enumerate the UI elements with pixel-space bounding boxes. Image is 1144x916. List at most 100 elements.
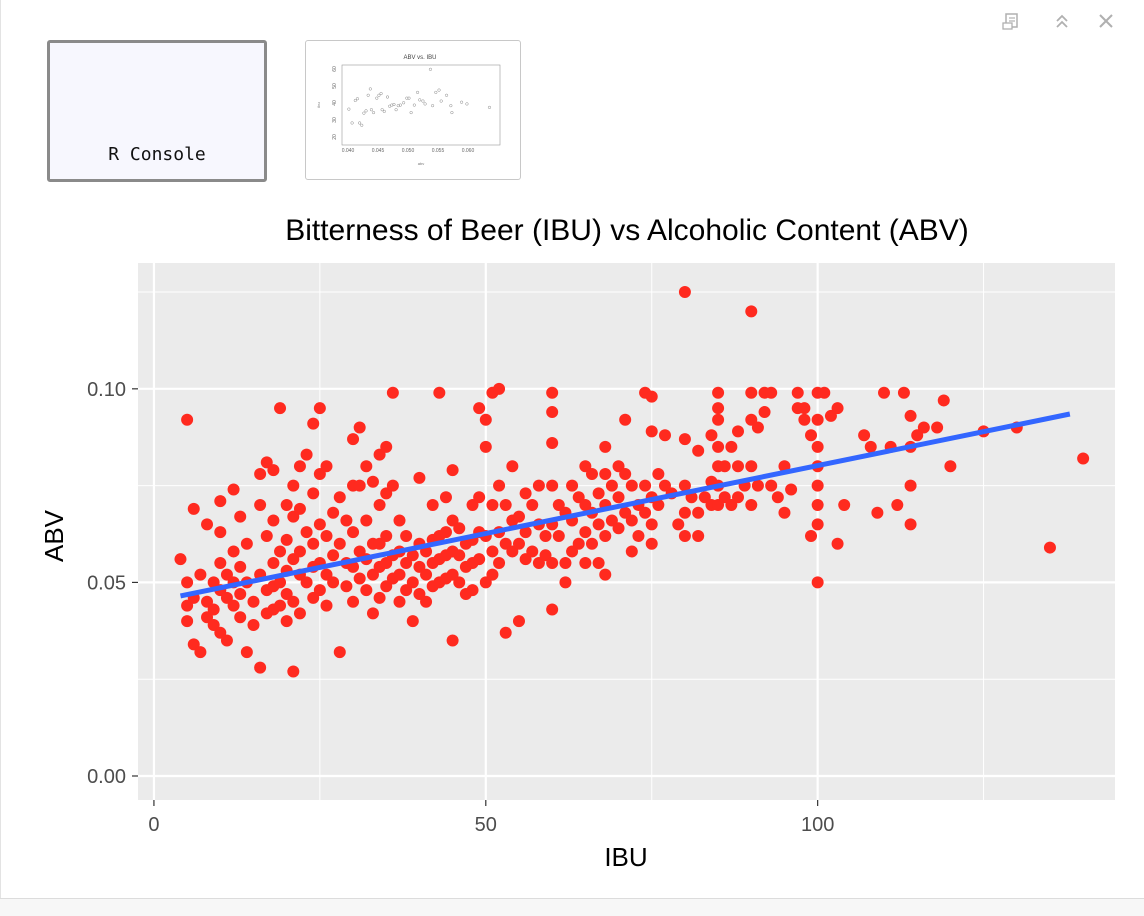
- data-point: [453, 576, 466, 589]
- data-point: [566, 479, 579, 492]
- data-point: [313, 584, 326, 597]
- data-point: [293, 502, 306, 515]
- data-point: [220, 634, 233, 647]
- pane-bottom-border: [0, 898, 1144, 899]
- r-console-thumbnail[interactable]: R Console: [47, 40, 267, 182]
- r-console-label: R Console: [108, 144, 206, 165]
- thumbnail-x-tick: 0.045: [372, 148, 385, 154]
- data-point: [645, 425, 658, 438]
- data-point: [347, 526, 360, 539]
- data-point: [539, 529, 552, 542]
- data-point: [678, 506, 691, 519]
- data-point: [360, 460, 373, 473]
- abv-vs-ibu-thumbnail[interactable]: ABV vs. IBU 0.040 0.045 0.050 0.055 0.060 20…: [305, 40, 521, 180]
- data-point: [280, 615, 293, 628]
- axis-ticks: [132, 388, 819, 806]
- y-axis-label: ABV: [39, 509, 69, 562]
- data-point: [619, 413, 632, 426]
- data-point: [433, 386, 446, 399]
- data-point: [320, 599, 333, 612]
- data-point: [712, 386, 725, 399]
- data-point: [519, 526, 532, 539]
- data-point: [904, 409, 917, 422]
- save-image-icon[interactable]: [1001, 10, 1023, 32]
- data-point: [386, 479, 399, 492]
- data-point: [798, 413, 811, 426]
- data-point: [287, 665, 300, 678]
- data-point: [771, 491, 784, 504]
- data-point: [406, 576, 419, 589]
- data-point: [599, 468, 612, 481]
- data-point: [546, 603, 559, 616]
- x-tick-label: 0: [148, 814, 159, 836]
- thumbnail-point: [368, 87, 372, 91]
- thumbnail-xlabel: abv: [418, 161, 424, 166]
- data-point: [585, 468, 598, 481]
- data-point: [632, 529, 645, 542]
- data-point: [592, 518, 605, 531]
- data-point: [280, 498, 293, 511]
- x-tick-labels: 0 50 100: [148, 814, 834, 836]
- data-point: [274, 402, 287, 415]
- x-axis-label: IBU: [604, 842, 647, 872]
- data-point: [181, 576, 194, 589]
- data-point: [519, 487, 532, 500]
- data-point: [479, 413, 492, 426]
- data-point: [234, 560, 247, 573]
- data-point: [406, 549, 419, 562]
- data-point: [818, 386, 831, 399]
- data-point: [506, 460, 519, 473]
- data-point: [234, 611, 247, 624]
- pane-footer: [0, 899, 1144, 916]
- data-point: [871, 506, 884, 519]
- data-point: [333, 537, 346, 550]
- thumbnail-point: [398, 103, 402, 107]
- data-point: [333, 491, 346, 504]
- thumbnail-point: [444, 93, 449, 97]
- data-point: [785, 483, 798, 496]
- thumbnail-ylabel: ibu: [316, 102, 321, 107]
- data-point: [811, 576, 824, 589]
- data-point: [619, 468, 632, 481]
- data-point: [366, 607, 379, 620]
- thumbnail-point: [407, 96, 411, 100]
- data-point: [240, 646, 253, 659]
- data-point: [307, 537, 320, 550]
- data-point: [718, 460, 731, 473]
- data-point: [493, 479, 506, 492]
- data-point: [745, 498, 758, 511]
- thumbnail-point: [353, 98, 357, 103]
- data-point: [473, 491, 486, 504]
- data-point: [234, 588, 247, 601]
- data-point: [751, 421, 764, 434]
- y-tick-labels: 0.00 0.05 0.10: [87, 379, 126, 788]
- thumbnail-point: [418, 98, 422, 102]
- data-point: [254, 498, 267, 511]
- thumbnail-point: [437, 88, 441, 92]
- data-point: [214, 557, 227, 570]
- thumbnail-point: [364, 109, 368, 113]
- y-tick-label: 0.05: [87, 572, 126, 594]
- data-point: [234, 510, 247, 523]
- data-point: [751, 479, 764, 492]
- data-point: [214, 495, 227, 508]
- data-point: [201, 518, 214, 531]
- data-point: [672, 518, 685, 531]
- data-point: [745, 386, 758, 399]
- data-point: [811, 498, 824, 511]
- data-point: [499, 626, 512, 639]
- data-point: [300, 526, 313, 539]
- data-point: [931, 421, 944, 434]
- close-icon[interactable]: [1095, 10, 1117, 32]
- data-point: [174, 553, 187, 566]
- data-point: [333, 646, 346, 659]
- thumbnail-point: [347, 107, 351, 111]
- thumbnail-point: [428, 67, 432, 71]
- data-point: [712, 440, 725, 453]
- double-chevron-up-icon[interactable]: [1051, 10, 1073, 32]
- data-point: [187, 502, 200, 515]
- data-point: [373, 498, 386, 511]
- data-point: [831, 537, 844, 550]
- data-point: [765, 479, 778, 492]
- thumbnail-point: [355, 97, 360, 101]
